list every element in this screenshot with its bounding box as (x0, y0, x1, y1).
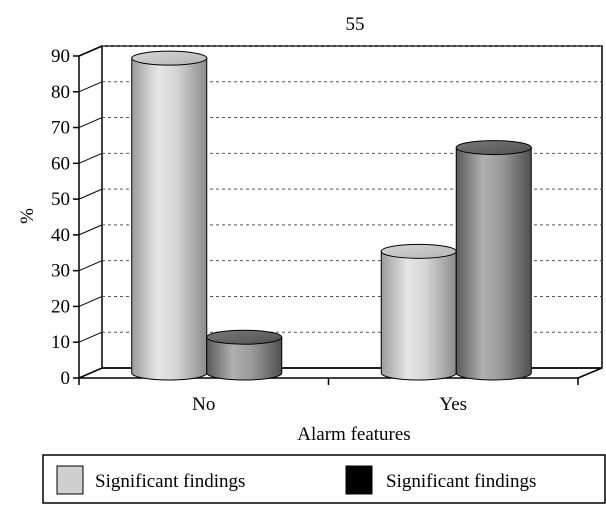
x-axis-label: Alarm features (297, 424, 410, 445)
legend: Significant findings Significant finding… (42, 454, 606, 504)
gridline-side (78, 188, 103, 200)
x-axis-ticks: No Yes (78, 378, 579, 415)
legend-label-2: Significant findings (386, 471, 536, 492)
y-tick-label: 80 (51, 82, 70, 103)
gridline-side (78, 45, 103, 57)
y-tick-label: 70 (51, 118, 70, 139)
y-tick-label: 30 (51, 261, 70, 282)
x-tick-label: Yes (439, 394, 467, 415)
y-tick-label: 0 (61, 368, 71, 389)
gridline-side (78, 152, 103, 164)
legend-swatch-1 (56, 465, 84, 495)
bar (380, 243, 457, 381)
legend-label-1: Significant findings (95, 471, 245, 492)
legend-swatch-2 (345, 465, 373, 495)
gridline-side (78, 260, 103, 272)
gridline-side (78, 117, 103, 129)
gridline-side (78, 295, 103, 307)
x-tick-label: No (192, 394, 215, 415)
y-tick-label: 60 (51, 153, 70, 174)
y-tick-label: 50 (51, 189, 70, 210)
y-tick-label: 40 (51, 225, 70, 246)
bars (131, 50, 532, 381)
bar (206, 329, 283, 381)
bar-body (206, 336, 283, 381)
y-axis-ticks: 0 10 20 30 40 50 60 70 80 90 (51, 46, 79, 389)
y-tick-label: 20 (51, 296, 70, 317)
bar-top (455, 140, 532, 156)
bar (455, 140, 532, 381)
legend-frame (42, 454, 606, 504)
bar-top (380, 243, 457, 259)
gridline-side (78, 81, 103, 93)
bar-top (206, 329, 283, 345)
bar-body (131, 57, 208, 381)
bar-top (131, 50, 208, 66)
gridline-side (78, 224, 103, 236)
gridline-side (78, 331, 103, 343)
y-tick-label: 10 (51, 332, 70, 353)
bar-body (455, 147, 532, 381)
bar (131, 50, 208, 381)
y-axis-label: % (17, 208, 38, 224)
chart-title: 55 (346, 14, 365, 35)
bar-body (380, 250, 457, 381)
y-tick-label: 90 (51, 46, 70, 67)
